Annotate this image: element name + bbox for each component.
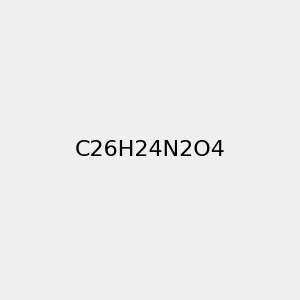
Text: C26H24N2O4: C26H24N2O4 (75, 140, 225, 160)
